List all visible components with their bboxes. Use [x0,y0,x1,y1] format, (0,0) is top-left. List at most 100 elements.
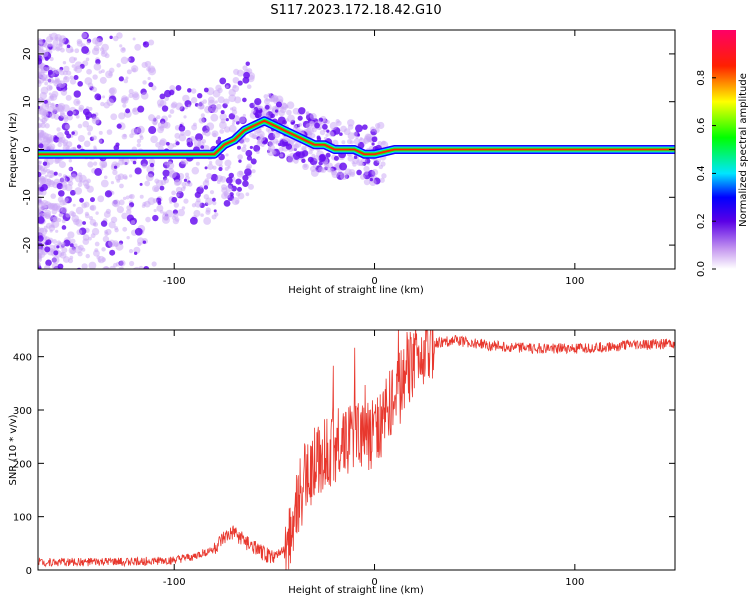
spectrogram-blob [220,118,226,124]
spectrogram-blob [148,67,157,76]
spectrogram-blob [62,104,70,112]
spectrogram-blob [325,133,329,137]
spectrogram-blob [75,114,80,119]
spectrogram-blob [58,172,62,177]
spectrogram-blob [251,169,256,174]
spectrogram-blob [193,122,197,127]
spectrogram-blob [217,87,223,94]
spectrogram-blob [210,105,219,114]
spectrogram-blob [64,76,68,80]
spectrogram-blob [274,109,279,113]
spectrogram-blob [200,213,204,217]
spectrogram-blob [44,264,51,269]
spectrogram-blob [61,219,66,224]
spectrogram-blob [242,65,248,71]
spectrogram-blob [173,202,180,208]
spectrogram-blob [175,141,180,146]
spectrogram-blob [56,127,61,132]
spectrogram-blob [81,247,86,252]
spectrogram-blob [175,85,182,91]
spectrogram-blob [203,194,209,200]
spectrogram-blob [143,41,147,45]
spectrogram-blob [321,123,328,130]
spectrogram-blob [74,187,83,195]
spectrogram-blob [220,110,225,115]
spectrogram-blob [136,125,145,134]
spectrogram-blob [85,185,90,190]
spectrogram-blob [56,240,62,246]
spectrogram-blob [87,161,94,168]
spectrogram-blob [136,143,141,148]
spectrogram-blob [44,123,50,129]
spectrogram-blob [45,143,53,152]
spectrogram-blob [287,114,295,123]
spectrogram-blob [363,165,370,173]
spectrogram-blob [147,271,151,275]
spectrogram-blob [55,43,63,51]
spectrogram-blob [44,246,51,253]
spectrogram-blob [139,182,143,186]
spectrogram-blob [79,197,84,203]
spectrogram-blob [238,116,246,124]
spectrogram-blob [118,112,126,120]
spectrogram-blob [234,96,242,104]
spectrogram-blob [263,94,269,99]
spectrogram-blob [363,178,371,186]
spectrogram-blob [40,56,45,61]
spectrogram-blob [282,119,287,125]
spectrogram-x-axis: -100 0 100 [163,30,584,287]
spectrogram-blob [110,113,118,121]
spectrogram-blob [77,134,85,142]
spectrogram-blob [370,126,376,132]
spectrogram-blob [112,169,118,176]
spectrogram-blob [232,84,237,89]
spectrogram-blob [119,183,124,189]
spectrogram-blob [75,219,83,227]
spectrogram-blob [153,121,158,126]
spectrogram-blob [197,102,205,110]
spectrogram-blob [183,178,188,182]
spectrogram-blob [205,209,211,215]
spectrogram-blob [47,69,53,75]
spectrogram-blob [181,182,187,187]
spectrogram-blob [134,167,142,175]
spectrogram-blob [88,261,97,269]
spectrogram-blob [129,133,134,139]
spectrogram-blob [189,216,198,225]
spectrogram-blob [125,195,130,200]
spectrogram-blob [364,170,369,176]
spectrogram-blob [163,177,169,184]
spectrogram-blob [100,220,108,227]
spectrogram-blob [58,38,64,44]
spectrogram-blob [204,166,208,170]
spectrogram-blob [164,161,169,166]
spectrogram-blob [168,114,172,118]
spectrogram-blob [83,140,91,148]
spectrogram-blob [63,116,69,122]
spectrogram-blob [203,87,209,93]
spectrogram-blob [38,171,42,178]
spectrogram-blob [308,149,313,155]
spectrogram-blob [356,159,363,166]
spectrogram-blob [52,112,56,116]
spectrogram-blob [49,229,53,233]
spectrogram-blob [335,119,340,124]
spectrogram-blob [98,258,102,263]
spectrogram-blob [75,206,84,215]
spectrogram-blob [202,99,208,104]
spectrogram-blob [76,229,83,236]
spectrogram-blob [174,132,181,139]
spectrogram-blob [159,209,164,214]
spectrogram-blob [219,113,227,121]
spectrogram-blob [175,186,183,194]
spectrogram-blob [223,98,230,105]
spectrogram-blob [162,211,167,216]
spectrogram-blob [356,169,362,176]
spectrogram-blob [212,132,217,137]
spectrogram-blob [235,191,241,197]
spectrogram-blob [202,180,210,187]
spectrogram-blob [206,172,213,179]
spectrogram-blob [47,77,54,84]
spectrogram-blob [286,109,292,116]
